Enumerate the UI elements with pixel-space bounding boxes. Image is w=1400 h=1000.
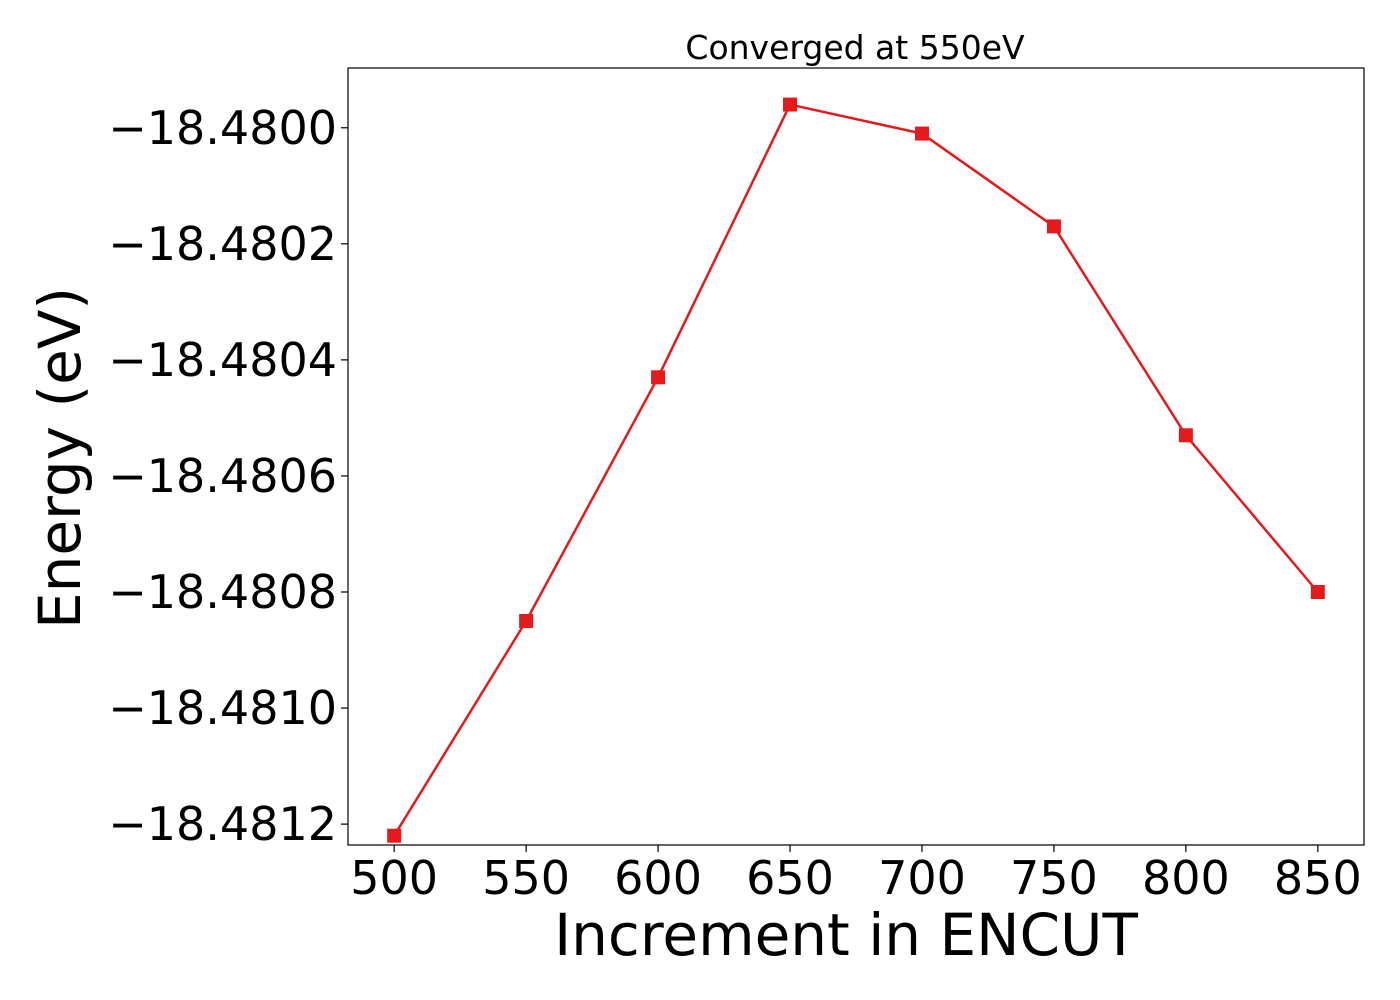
y-tick-label: −18.4808 — [108, 565, 337, 619]
data-point-marker — [1046, 219, 1061, 234]
x-tick-label: 600 — [614, 851, 702, 905]
x-tick-label: 500 — [350, 851, 438, 905]
y-tick-label: −18.4812 — [108, 797, 337, 851]
series-layer — [387, 97, 1325, 843]
x-tick-label: 800 — [1142, 851, 1230, 905]
chart-title: Converged at 550eV — [685, 28, 1025, 67]
x-tick-label: 550 — [482, 851, 570, 905]
y-axis-ticks: −18.4812 −18.4810 −18.4808 −18.4806 −18.4804… — [108, 101, 348, 851]
x-axis-ticks: 500 550 600 650 700 750 800 850 — [350, 845, 1362, 905]
data-point-marker — [519, 614, 534, 629]
data-point-marker — [914, 126, 929, 141]
y-tick-label: −18.4804 — [108, 333, 337, 387]
x-tick-label: 700 — [878, 851, 966, 905]
x-tick-label: 750 — [1010, 851, 1098, 905]
data-point-marker — [783, 97, 798, 112]
data-point-marker — [387, 828, 402, 843]
x-tick-label: 650 — [746, 851, 834, 905]
plot-area-frame — [347, 67, 1365, 846]
x-tick-label: 850 — [1274, 851, 1362, 905]
y-axis-label: Energy (eV) — [26, 287, 94, 629]
data-point-marker — [1178, 428, 1193, 443]
x-axis-label: Increment in ENCUT — [554, 901, 1138, 969]
y-tick-label: −18.4802 — [108, 217, 337, 271]
data-point-marker — [651, 370, 666, 385]
series-line — [393, 103, 1319, 837]
y-tick-label: −18.4800 — [108, 101, 337, 155]
data-point-marker — [1310, 584, 1325, 599]
y-tick-label: −18.4806 — [108, 449, 337, 503]
y-tick-label: −18.4810 — [108, 681, 337, 735]
